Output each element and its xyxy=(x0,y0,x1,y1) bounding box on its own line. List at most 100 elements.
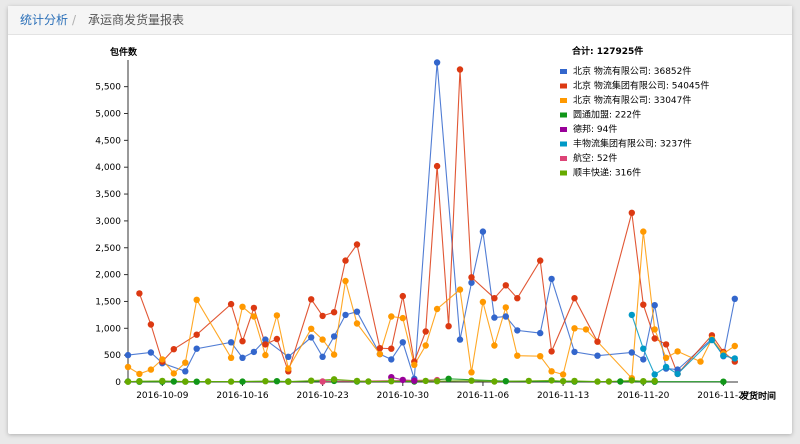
breadcrumb-link-statistics[interactable]: 统计分析 xyxy=(20,13,69,27)
data-point xyxy=(640,356,647,363)
y-axis-title: 包件数 xyxy=(109,46,138,58)
data-point xyxy=(468,369,475,376)
data-point xyxy=(491,295,498,302)
data-point xyxy=(479,298,487,306)
data-point xyxy=(605,378,613,385)
data-point xyxy=(548,368,555,375)
data-point xyxy=(433,162,441,170)
breadcrumb-separator: / xyxy=(72,13,77,27)
legend-swatch xyxy=(560,69,567,74)
data-point xyxy=(548,377,555,384)
data-point xyxy=(376,345,384,352)
data-point xyxy=(640,228,647,235)
y-tick-label: 3,000 xyxy=(95,217,121,227)
data-point xyxy=(468,377,475,384)
data-point xyxy=(640,378,647,385)
data-point xyxy=(308,377,315,384)
data-point xyxy=(674,370,681,378)
x-tick-label: 2016-10-09 xyxy=(136,391,189,401)
data-point xyxy=(319,378,326,385)
data-point xyxy=(559,378,567,385)
x-tick-label: 2016-11-27 xyxy=(697,391,749,401)
legend-swatch xyxy=(560,141,567,147)
data-point xyxy=(250,313,258,320)
data-point xyxy=(433,378,441,385)
x-tick-label: 2016-11-13 xyxy=(537,391,589,401)
data-point xyxy=(514,295,521,302)
data-point xyxy=(159,356,166,363)
data-point xyxy=(330,309,338,316)
data-point xyxy=(170,378,177,385)
x-tick-label: 2016-10-30 xyxy=(377,391,430,401)
data-point xyxy=(502,313,509,320)
data-point xyxy=(239,354,246,361)
data-point xyxy=(308,296,315,303)
data-point xyxy=(124,363,132,371)
y-tick-label: 2,000 xyxy=(95,271,121,281)
legend-entry: 圆通加盟: 222件 xyxy=(573,109,641,121)
data-point xyxy=(674,348,681,355)
data-point xyxy=(353,320,361,327)
y-tick-label: 5,500 xyxy=(95,83,121,93)
data-point xyxy=(330,333,338,340)
breadcrumb: 统计分析 / 承运商发货量报表 xyxy=(8,6,792,35)
data-point xyxy=(353,308,361,315)
data-point xyxy=(479,228,487,235)
data-point xyxy=(502,304,509,311)
y-tick-label: 5,000 xyxy=(95,110,121,120)
data-point xyxy=(250,348,258,356)
data-point xyxy=(617,378,624,385)
y-tick-label: 500 xyxy=(104,351,121,361)
data-point xyxy=(365,378,372,385)
data-point xyxy=(582,326,590,333)
data-point xyxy=(342,311,349,319)
data-point xyxy=(353,377,361,385)
data-point xyxy=(594,352,601,359)
data-point xyxy=(182,378,189,385)
data-point xyxy=(720,352,727,359)
data-point xyxy=(651,335,658,342)
data-point xyxy=(227,339,235,346)
y-tick-label: 4,000 xyxy=(95,163,121,173)
data-point xyxy=(262,351,269,359)
data-point xyxy=(388,345,395,352)
data-point xyxy=(548,275,555,283)
data-point xyxy=(662,354,670,361)
legend-swatch xyxy=(560,112,567,118)
data-point xyxy=(697,358,704,365)
data-point xyxy=(571,295,578,302)
data-point xyxy=(594,338,601,345)
data-point xyxy=(720,378,727,385)
data-point xyxy=(525,377,532,385)
data-point xyxy=(204,378,212,385)
data-point xyxy=(662,363,670,371)
data-point xyxy=(330,376,338,383)
data-point xyxy=(514,327,521,334)
data-point xyxy=(731,355,738,362)
data-point xyxy=(651,377,658,385)
data-point xyxy=(124,378,132,385)
legend-swatch xyxy=(560,156,567,161)
data-point xyxy=(548,348,555,355)
data-point xyxy=(319,312,326,320)
data-point xyxy=(628,349,635,356)
data-point xyxy=(376,350,384,358)
data-point xyxy=(514,352,521,359)
data-point xyxy=(491,314,498,321)
legend-entry: 航空: 52件 xyxy=(573,152,617,164)
data-point xyxy=(285,365,292,372)
data-point xyxy=(182,368,189,375)
data-point xyxy=(433,59,441,66)
data-point xyxy=(319,336,326,343)
data-point xyxy=(239,378,246,385)
data-point xyxy=(193,331,200,338)
data-point xyxy=(456,66,464,73)
data-point xyxy=(285,353,292,360)
data-point xyxy=(147,349,155,356)
data-point xyxy=(227,378,235,385)
data-point xyxy=(136,290,143,297)
legend-entry: 德邦: 94件 xyxy=(573,123,617,135)
data-point xyxy=(239,303,246,310)
y-tick-label: 1,500 xyxy=(95,297,121,307)
